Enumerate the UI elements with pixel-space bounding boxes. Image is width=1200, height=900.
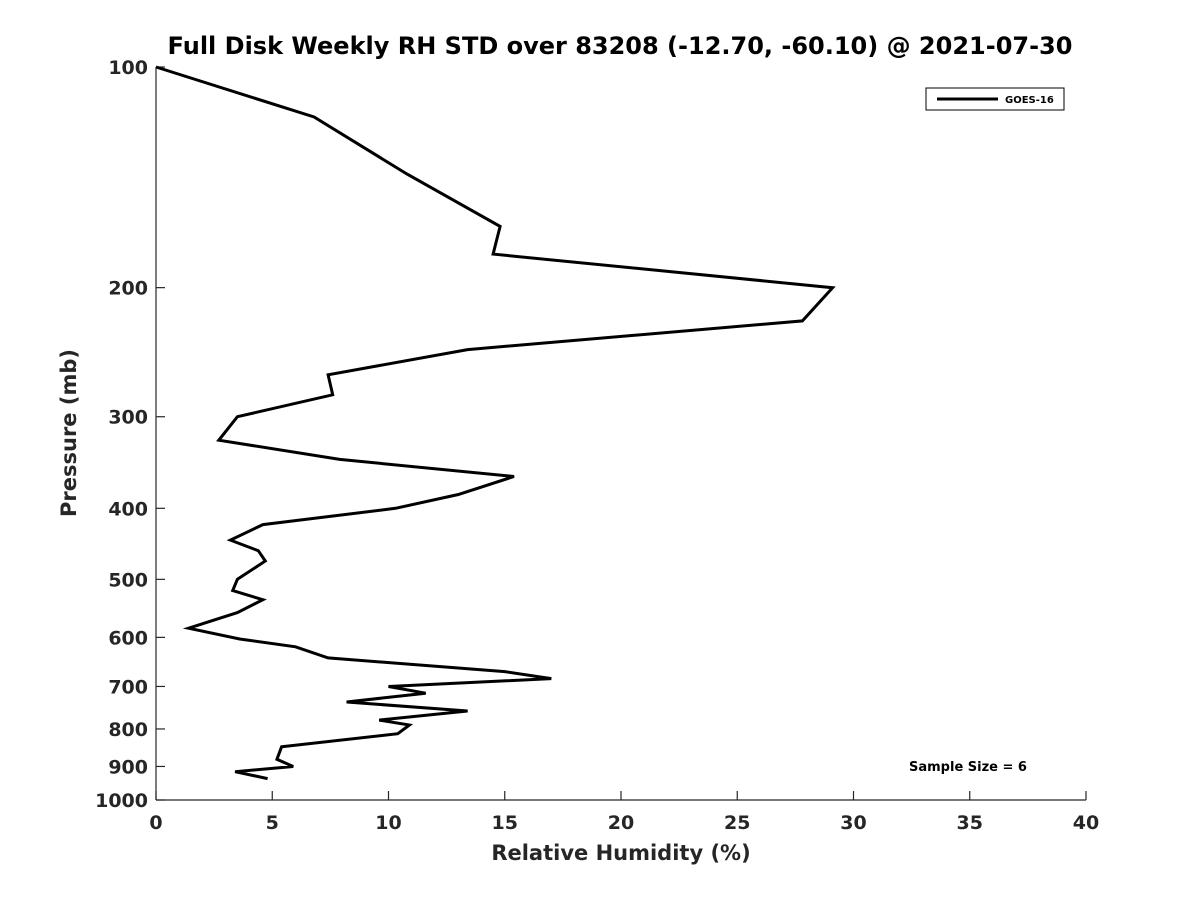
x-tick-label: 35 xyxy=(957,812,983,834)
x-tick-label: 10 xyxy=(375,812,401,834)
x-tick-label: 20 xyxy=(608,812,634,834)
y-tick-label: 200 xyxy=(108,278,148,300)
x-tick-label: 25 xyxy=(724,812,750,834)
y-ticks: 100 200 300 400 500 600 700 800 900 1000 xyxy=(95,57,165,812)
y-tick-label: 900 xyxy=(108,756,148,778)
x-tick-label: 5 xyxy=(266,812,279,834)
y-tick-label: 800 xyxy=(108,719,148,741)
sample-size-annotation: Sample Size = 6 xyxy=(909,760,1027,775)
x-tick-label: 40 xyxy=(1073,812,1099,834)
series-layer xyxy=(155,65,836,781)
y-tick-label: 700 xyxy=(108,676,148,698)
chart-title: Full Disk Weekly RH STD over 83208 (-12.… xyxy=(168,32,1073,60)
legend-label-goes-16: GOES-16 xyxy=(1005,95,1054,106)
y-tick-label: 600 xyxy=(108,627,148,649)
x-ticks: 0 5 10 15 20 25 30 35 40 xyxy=(149,791,1099,834)
plot-axes xyxy=(155,67,1086,801)
y-tick-label: 300 xyxy=(108,407,148,429)
x-tick-label: 0 xyxy=(149,812,162,834)
y-axis-label: Pressure (mb) xyxy=(57,349,81,517)
x-tick-label: 30 xyxy=(840,812,866,834)
x-tick-label: 15 xyxy=(492,812,518,834)
y-tick-label: 400 xyxy=(108,498,148,520)
series-line-goes-16 xyxy=(155,65,836,781)
legend: GOES-16 xyxy=(925,87,1065,111)
y-tick-label: 1000 xyxy=(95,790,148,812)
y-tick-label: 100 xyxy=(108,57,148,79)
y-tick-label: 500 xyxy=(108,569,148,591)
x-axis-label: Relative Humidity (%) xyxy=(491,841,750,865)
